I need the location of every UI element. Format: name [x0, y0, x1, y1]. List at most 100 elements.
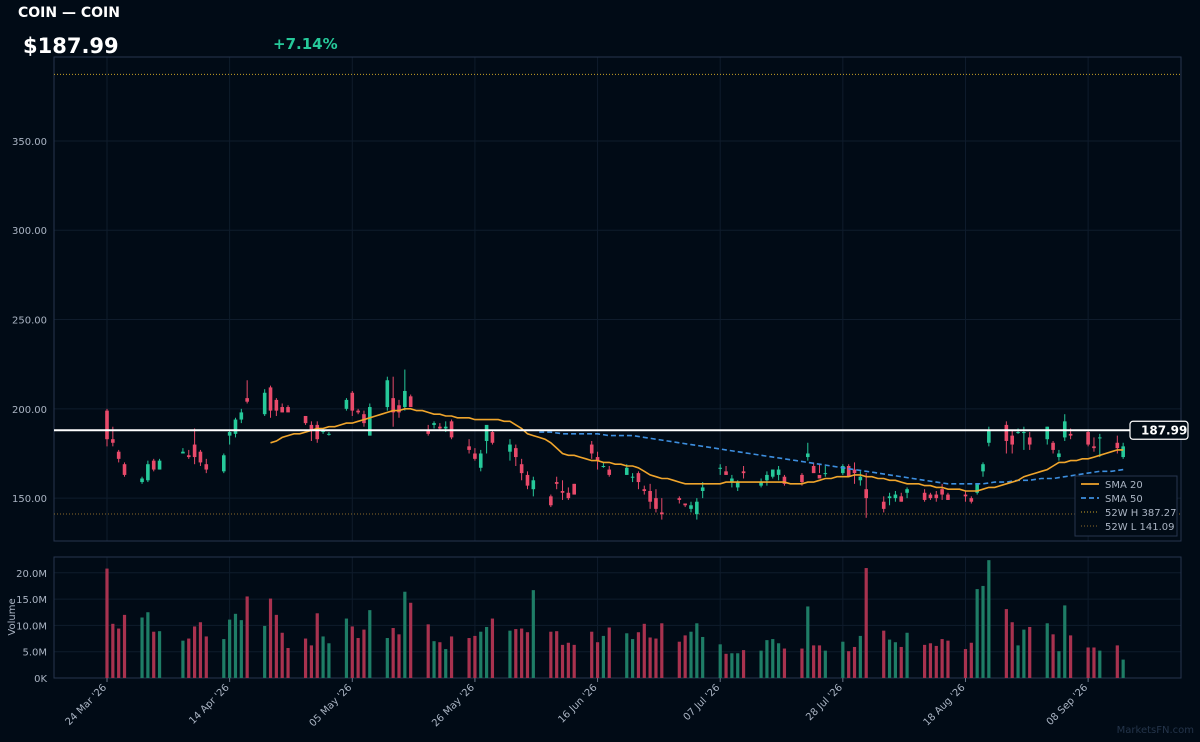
candle-body — [397, 405, 401, 413]
volume-bars — [105, 560, 1125, 678]
volume-bar — [362, 629, 366, 678]
volume-bar — [730, 653, 734, 678]
volume-bar — [467, 638, 471, 678]
candle-body — [765, 474, 769, 481]
candle-body — [718, 467, 722, 469]
candle-body — [315, 424, 320, 440]
volume-bar — [204, 636, 208, 678]
candle-body — [508, 444, 512, 452]
x-tick-label: 05 May '26 — [308, 682, 355, 729]
volume-bar — [1098, 650, 1102, 678]
candle-body — [741, 471, 746, 474]
volume-bar — [607, 627, 611, 678]
volume-tick-label: 20.0M — [16, 569, 47, 580]
candle-body — [770, 469, 775, 477]
volume-bar — [1057, 651, 1061, 678]
candle-body — [286, 407, 290, 413]
volume-bar — [508, 630, 512, 678]
candle-body — [408, 396, 413, 408]
volume-bar — [1010, 622, 1014, 678]
candle-body — [677, 498, 682, 500]
volume-bar — [1092, 647, 1096, 678]
legend-52w-low-label: 52W L 141.09 — [1105, 522, 1175, 533]
candle-body — [192, 444, 197, 458]
volume-bar — [479, 631, 483, 678]
candle-body — [1004, 424, 1009, 441]
volume-bar — [525, 632, 530, 678]
volume-axis-ticks: 0K 5.0M 10.0M 15.0M 20.0M — [16, 569, 47, 685]
candle-body — [636, 473, 641, 483]
candle-body — [344, 399, 349, 409]
volume-bar — [724, 653, 728, 678]
volume-bar — [514, 629, 518, 678]
candle-body — [566, 492, 571, 499]
candle-body — [589, 444, 594, 454]
volume-bar — [397, 634, 401, 678]
candle-body — [181, 451, 185, 454]
legend-52w-high-label: 52W H 387.27 — [1105, 508, 1176, 519]
volume-bar — [444, 649, 448, 678]
volume-bar — [595, 642, 600, 678]
volume-bar — [969, 642, 973, 678]
volume-bar — [385, 638, 389, 678]
volume-bar — [963, 649, 968, 678]
candle-body — [560, 490, 565, 493]
price-panel-frame — [53, 56, 1182, 542]
candle-body — [1027, 437, 1032, 445]
candle-body — [122, 464, 127, 475]
candle-body — [309, 424, 314, 431]
volume-bar — [1022, 629, 1026, 678]
candle-body — [946, 494, 950, 500]
volume-tick-label: 10.0M — [16, 621, 47, 632]
candle-body — [940, 489, 944, 495]
volume-bar — [1051, 634, 1055, 678]
volume-bar — [975, 589, 979, 678]
candle-body — [759, 482, 763, 486]
x-tick-label: 14 Apr '26 — [187, 682, 231, 726]
candle-body — [776, 469, 781, 475]
volume-bar — [642, 623, 646, 678]
candle-body — [233, 419, 238, 434]
candle-body — [514, 448, 518, 458]
candle-body — [648, 490, 652, 502]
price-tick-label: 350.00 — [12, 137, 47, 148]
volume-bar — [864, 568, 868, 678]
volume-bar — [654, 638, 658, 678]
price-axis-ticks: 150.00 200.00 250.00 300.00 350.00 — [12, 137, 47, 505]
candle-body — [356, 410, 360, 413]
volume-bar — [245, 596, 249, 678]
candle-body — [1016, 432, 1020, 434]
volume-bar — [1063, 605, 1067, 678]
volume-bar — [905, 632, 909, 678]
candle-body — [438, 426, 442, 429]
volume-bar — [198, 622, 203, 678]
volume-bar — [934, 645, 938, 678]
volume-bar — [303, 638, 308, 678]
sma20-line — [270, 408, 1124, 492]
x-axis-ticks: 24 Mar '26 14 Apr '26 05 May '26 26 May '26… — [64, 678, 1090, 729]
candle-body — [724, 471, 728, 475]
candle-body — [806, 453, 810, 458]
candle-body — [140, 478, 144, 483]
candle-body — [245, 398, 249, 402]
volume-bar — [268, 598, 273, 678]
volume-bar — [701, 636, 705, 678]
volume-bar — [222, 639, 226, 678]
level-lines — [54, 73, 1181, 515]
volume-bar — [899, 646, 903, 678]
candle-body — [239, 412, 244, 420]
volume-bar — [1028, 626, 1032, 678]
volume-bar — [403, 591, 407, 678]
candle-body — [852, 469, 857, 474]
volume-bar — [841, 641, 845, 678]
price-tick-label: 150.00 — [12, 494, 47, 505]
volume-bar — [800, 648, 804, 678]
candle-body — [1115, 442, 1120, 449]
volume-bar — [736, 653, 740, 678]
watermark: MarketsFN.com — [1116, 725, 1194, 736]
volume-bar — [239, 620, 243, 678]
candle-body — [899, 496, 904, 502]
volume-bar — [566, 642, 570, 678]
candle-body — [1010, 435, 1014, 445]
